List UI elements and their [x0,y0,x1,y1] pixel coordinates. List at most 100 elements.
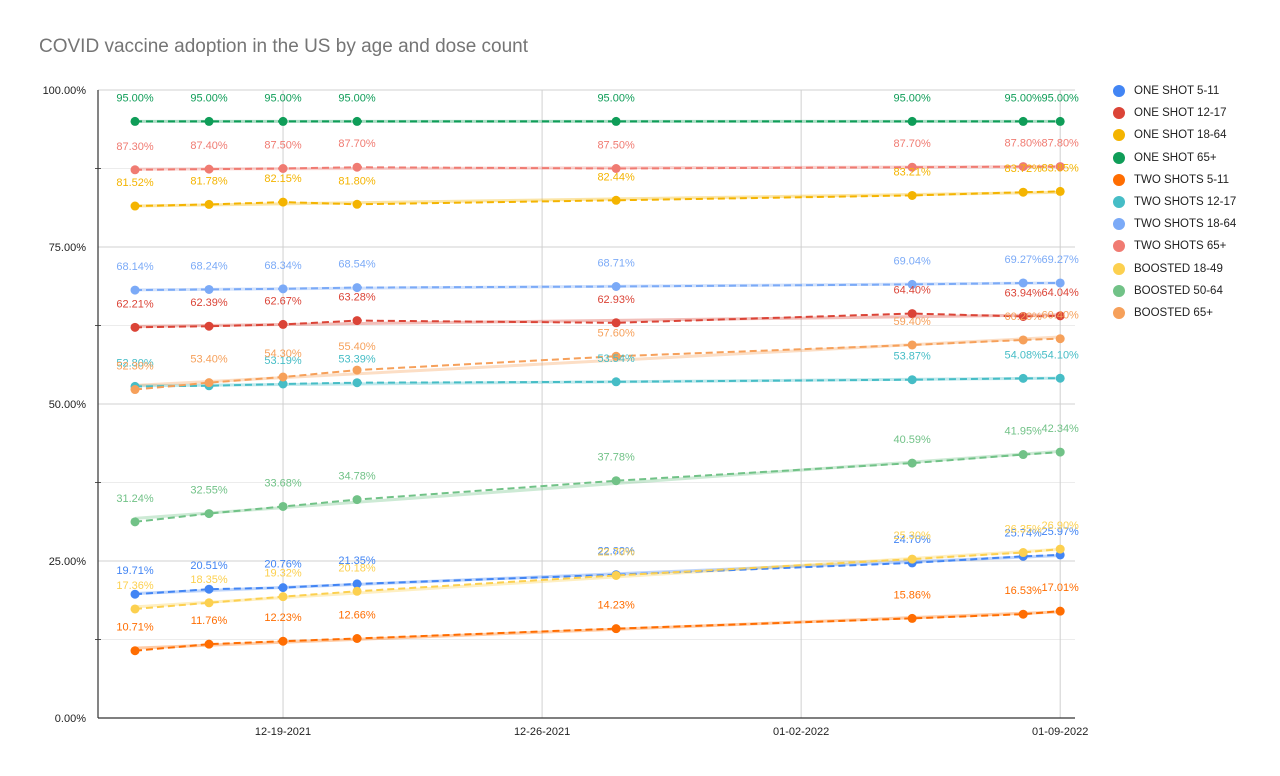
legend-label: BOOSTED 50-64 [1134,284,1223,297]
data-label: 21.35% [338,555,376,567]
data-label: 54.08% [1005,349,1043,361]
x-tick-label: 01-02-2022 [773,726,829,738]
series-line [134,281,1061,292]
data-label: 34.78% [338,471,376,483]
legend-item: ONE SHOT 18-64 [1113,124,1278,146]
x-tick-label: 12-26-2021 [514,726,570,738]
data-label: 95.00% [1042,92,1080,104]
data-point [278,372,288,382]
data-point [130,517,140,527]
data-label: 64.40% [894,285,932,297]
data-label: 95.00% [894,92,932,104]
data-point [130,589,140,599]
data-label: 87.70% [894,138,932,150]
data-point [130,604,140,614]
data-point [130,285,140,295]
data-label: 53.54% [597,353,635,365]
data-label: 57.60% [597,327,635,339]
data-point [1018,373,1028,383]
data-point [352,283,362,293]
data-label: 53.39% [338,354,376,366]
data-label: 54.30% [264,348,302,360]
gridlines [98,89,1075,719]
series-lines [134,120,1061,652]
data-label: 53.87% [894,351,932,363]
series-line [134,190,1061,208]
data-label: 63.28% [338,292,376,304]
legend-swatch [1113,85,1125,98]
legend-swatch [1113,173,1125,186]
legend-swatch [1113,262,1125,275]
data-label: 12.23% [264,612,302,624]
data-point [352,495,362,505]
data-point [1055,373,1065,383]
data-label: 68.54% [338,259,376,271]
data-point [278,164,288,173]
data-point [611,318,621,328]
series-line [134,377,1061,388]
data-point [352,378,362,388]
data-label: 33.68% [264,477,302,489]
legend: ONE SHOT 5-11 ONE SHOT 12-17 ONE SHOT 18-6… [1113,80,1278,324]
data-point [907,309,917,319]
data-label: 87.30% [116,141,154,153]
data-label: 54.10% [1042,349,1080,361]
data-label: 19.71% [116,565,154,577]
data-label: 82.15% [264,173,302,185]
data-point [278,501,288,511]
data-labels: 19.71% 20.51% 20.76% 21.35% 22.82% 24.70% 25.7… [116,92,1079,633]
data-point [907,340,917,350]
data-label: 62.67% [264,295,302,307]
data-label: 32.55% [190,485,228,497]
data-label: 26.90% [1042,520,1080,532]
data-label: 24.70% [894,534,932,546]
data-point [204,116,214,126]
data-label: 82.44% [597,171,635,183]
data-label: 69.27% [1042,254,1080,266]
legend-swatch [1113,306,1125,319]
data-point [1055,544,1065,554]
data-point [1055,278,1065,288]
data-point [907,279,917,289]
data-label: 25.97% [1042,526,1080,538]
data-label: 68.14% [116,261,154,273]
data-label: 62.21% [116,298,154,310]
data-label: 87.40% [190,140,228,152]
data-point [204,584,214,594]
legend-swatch [1113,218,1125,231]
legend-swatch [1113,129,1125,142]
legend-item: ONE SHOT 65+ [1113,147,1278,169]
legend-swatch [1113,107,1125,120]
legend-label: ONE SHOT 5-11 [1134,85,1220,98]
legend-item: TWO SHOTS 5-11 [1113,169,1278,191]
series-line [134,553,1061,596]
data-point [611,351,621,361]
axes: 0.00% 25.00% 50.00% 75.00% 100.00% 12-19-2021… [43,85,1089,738]
data-point [278,116,288,126]
data-point [352,316,362,326]
legend-label: ONE SHOT 18-64 [1134,129,1227,142]
series-line [134,451,1061,523]
data-point [1055,162,1065,172]
legend-item: BOOSTED 65+ [1113,302,1278,324]
y-tick-label: 25.00% [49,556,87,568]
data-point [1055,116,1065,126]
data-point [611,195,621,205]
series-line [134,337,1061,391]
data-point [352,199,362,209]
data-label: 95.00% [1005,92,1043,104]
x-tick-label: 01-09-2022 [1032,726,1088,738]
data-label: 83.21% [894,166,932,178]
data-label: 68.71% [597,258,635,270]
data-point [130,165,140,175]
legend-swatch [1113,196,1125,209]
data-point [1055,606,1065,616]
data-label: 52.80% [116,357,154,369]
data-point [130,322,140,332]
data-label: 69.04% [894,255,932,267]
data-label: 22.82% [597,546,635,558]
data-label: 22.70% [597,546,635,558]
data-label: 52.30% [116,361,154,373]
data-point [1055,311,1065,321]
data-point [278,583,288,593]
